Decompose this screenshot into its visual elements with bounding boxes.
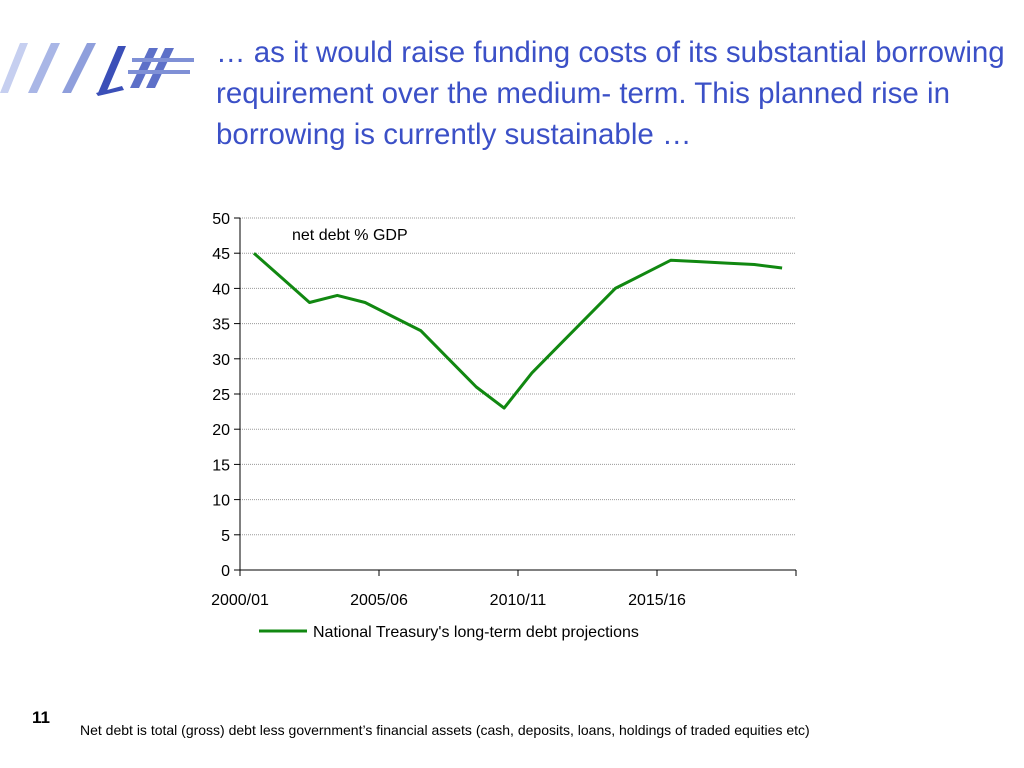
grid-layer: [240, 217, 796, 536]
y-tick-label: 40: [212, 281, 230, 298]
x-tick-label: 2000/01: [211, 592, 269, 609]
page-number: 11: [32, 708, 50, 727]
x-tick-label: 2005/06: [350, 592, 408, 609]
x-tick-label: 2010/11: [490, 592, 547, 609]
chart-legend: National Treasury's long-term debt proje…: [259, 624, 639, 641]
y-tick-label: 10: [212, 493, 230, 510]
y-tick-label: 15: [212, 457, 230, 474]
slide-title: … as it would raise funding costs of its…: [216, 36, 1005, 151]
logo-stroke-1: [0, 43, 28, 93]
x-tick-label: 2015/16: [628, 592, 686, 609]
y-tick-label: 45: [212, 246, 230, 263]
y-tick-label: 25: [212, 387, 230, 404]
y-tick-label: 50: [212, 211, 230, 228]
logo-bar-1: [132, 58, 194, 62]
y-tick-label: 35: [212, 317, 230, 334]
y-tick-label: 5: [221, 528, 230, 545]
logo-bar-2: [128, 70, 190, 74]
legend-label: National Treasury's long-term debt proje…: [313, 624, 639, 641]
logo-stroke-4: [96, 86, 124, 96]
series-layer: [252, 252, 783, 410]
chart-annotation: net debt % GDP: [292, 227, 408, 244]
logo-stroke-3: [62, 43, 96, 93]
logo-stroke-2: [28, 43, 60, 93]
y-tick-label: 30: [212, 352, 230, 369]
y-tick-label: 20: [212, 422, 230, 439]
series-line: [252, 252, 783, 410]
axis-layer: 0 5 10 15 20 25 30 35 40 45 50 2000/01 2005/06 2010/1…: [211, 211, 797, 609]
footnote: Net debt is total (gross) debt less gove…: [80, 722, 810, 738]
logo-stroke-5: [98, 46, 126, 93]
y-tick-label: 0: [221, 563, 230, 580]
organization-logo-icon: [0, 43, 194, 96]
